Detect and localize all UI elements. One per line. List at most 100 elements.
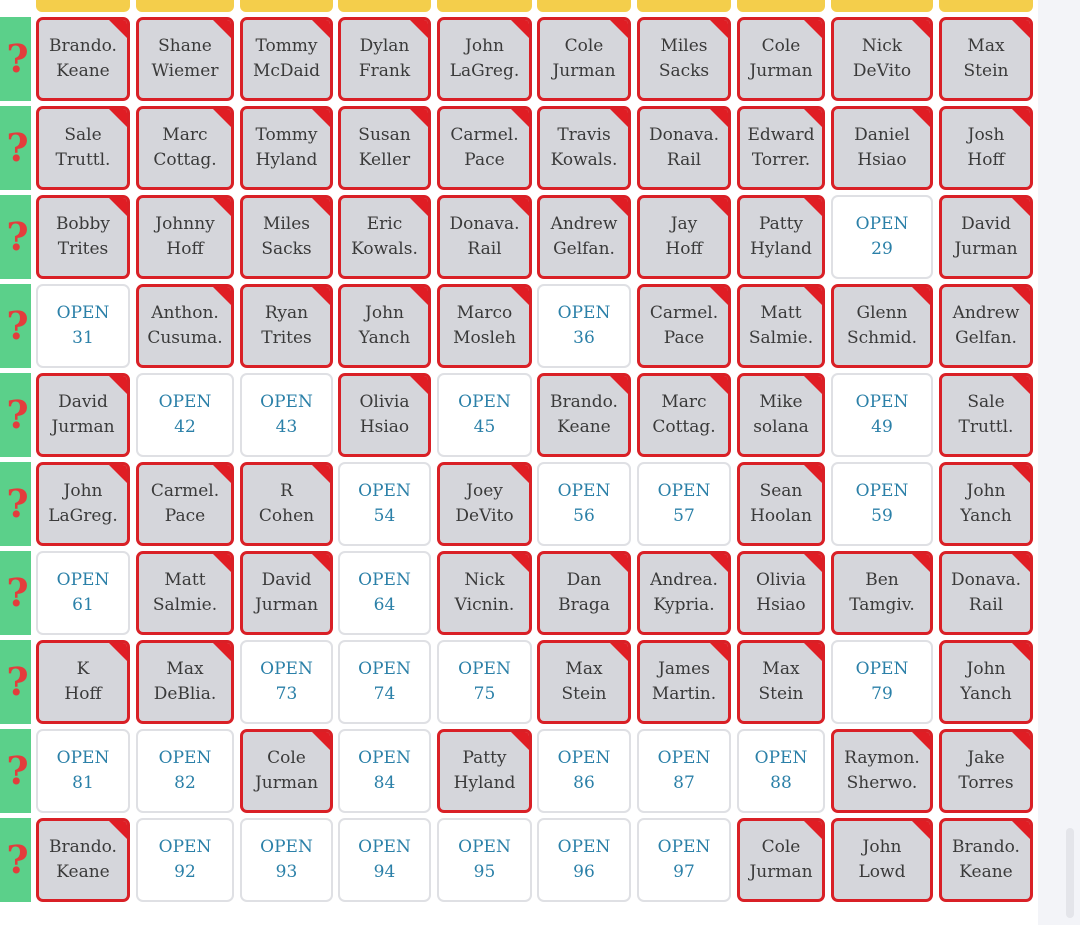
claimed-square[interactable]: Bobby Trites [36, 195, 130, 279]
claimed-square[interactable]: Carmel. Pace [637, 284, 731, 368]
open-square[interactable]: OPEN 49 [831, 373, 933, 457]
claimed-square[interactable]: Tommy Hyland [240, 106, 333, 190]
open-square[interactable]: OPEN 42 [136, 373, 234, 457]
claimed-square[interactable]: John LaGreg. [437, 17, 532, 101]
claimed-square[interactable]: Glenn Schmid. [831, 284, 933, 368]
claimed-square[interactable]: Ryan Trites [240, 284, 333, 368]
open-square[interactable]: OPEN 79 [831, 640, 933, 724]
claimed-square[interactable]: Donava. Rail [939, 551, 1033, 635]
claimed-square[interactable]: Cole Jurman [737, 17, 825, 101]
claimed-square[interactable]: John Yanch [939, 462, 1033, 546]
open-square[interactable]: OPEN 86 [537, 729, 631, 813]
open-square[interactable]: OPEN 43 [240, 373, 333, 457]
claimed-square[interactable]: Brando. Keane [939, 818, 1033, 902]
claimed-square[interactable]: Cole Jurman [537, 17, 631, 101]
claimed-square[interactable]: Shane Wiemer [136, 17, 234, 101]
claimed-square[interactable]: Matt Salmie. [737, 284, 825, 368]
claimed-square[interactable]: Brando. Keane [537, 373, 631, 457]
claimed-square[interactable]: Travis Kowals. [537, 106, 631, 190]
claimed-square[interactable]: K Hoff [36, 640, 130, 724]
claimed-square[interactable]: Cole Jurman [240, 729, 333, 813]
open-square[interactable]: OPEN 31 [36, 284, 130, 368]
open-square[interactable]: OPEN 73 [240, 640, 333, 724]
claimed-square[interactable]: Marc Cottag. [136, 106, 234, 190]
claimed-square[interactable]: Jake Torres [939, 729, 1033, 813]
claimed-square[interactable]: Nick Vicnin. [437, 551, 532, 635]
claimed-square[interactable]: Daniel Hsiao [831, 106, 933, 190]
claimed-square[interactable]: Max Stein [537, 640, 631, 724]
scrollbar-thumb[interactable] [1066, 828, 1074, 918]
claimed-square[interactable]: Olivia Hsiao [338, 373, 431, 457]
claimed-square[interactable]: Dan Braga [537, 551, 631, 635]
claimed-square[interactable]: Matt Salmie. [136, 551, 234, 635]
claimed-square[interactable]: Miles Sacks [240, 195, 333, 279]
claimed-square[interactable]: Max Stein [737, 640, 825, 724]
claimed-square[interactable]: Dylan Frank [338, 17, 431, 101]
claimed-square[interactable]: John Lowd [831, 818, 933, 902]
open-square[interactable]: OPEN 75 [437, 640, 532, 724]
claimed-square[interactable]: Susan Keller [338, 106, 431, 190]
claimed-square[interactable]: R Cohen [240, 462, 333, 546]
claimed-square[interactable]: John Yanch [338, 284, 431, 368]
claimed-square[interactable]: Nick DeVito [831, 17, 933, 101]
scrollbar-track[interactable] [1062, 0, 1080, 925]
claimed-square[interactable]: Joey DeVito [437, 462, 532, 546]
open-square[interactable]: OPEN 93 [240, 818, 333, 902]
open-square[interactable]: OPEN 29 [831, 195, 933, 279]
open-square[interactable]: OPEN 87 [637, 729, 731, 813]
claimed-square[interactable]: David Jurman [36, 373, 130, 457]
claimed-square[interactable]: Olivia Hsiao [737, 551, 825, 635]
claimed-square[interactable]: Donava. Rail [437, 195, 532, 279]
claimed-square[interactable]: Carmel. Pace [437, 106, 532, 190]
claimed-square[interactable]: Sean Hoolan [737, 462, 825, 546]
open-square[interactable]: OPEN 36 [537, 284, 631, 368]
claimed-square[interactable]: David Jurman [939, 195, 1033, 279]
open-square[interactable]: OPEN 94 [338, 818, 431, 902]
open-square[interactable]: OPEN 82 [136, 729, 234, 813]
claimed-square[interactable]: Eric Kowals. [338, 195, 431, 279]
claimed-square[interactable]: Max Stein [939, 17, 1033, 101]
open-square[interactable]: OPEN 56 [537, 462, 631, 546]
claimed-square[interactable]: Andrea. Kypria. [637, 551, 731, 635]
claimed-square[interactable]: Mike solana [737, 373, 825, 457]
claimed-square[interactable]: Carmel. Pace [136, 462, 234, 546]
claimed-square[interactable]: Marc Cottag. [637, 373, 731, 457]
claimed-square[interactable]: John Yanch [939, 640, 1033, 724]
claimed-square[interactable]: John LaGreg. [36, 462, 130, 546]
claimed-square[interactable]: David Jurman [240, 551, 333, 635]
claimed-square[interactable]: Max DeBlia. [136, 640, 234, 724]
claimed-square[interactable]: Jay Hoff [637, 195, 731, 279]
open-square[interactable]: OPEN 92 [136, 818, 234, 902]
claimed-square[interactable]: Sale Truttl. [36, 106, 130, 190]
claimed-square[interactable]: Anthon. Cusuma. [136, 284, 234, 368]
claimed-square[interactable]: Andrew Gelfan. [537, 195, 631, 279]
open-square[interactable]: OPEN 54 [338, 462, 431, 546]
claimed-square[interactable]: Johnny Hoff [136, 195, 234, 279]
open-square[interactable]: OPEN 97 [637, 818, 731, 902]
open-square[interactable]: OPEN 81 [36, 729, 130, 813]
open-square[interactable]: OPEN 59 [831, 462, 933, 546]
open-square[interactable]: OPEN 95 [437, 818, 532, 902]
claimed-square[interactable]: Miles Sacks [637, 17, 731, 101]
open-square[interactable]: OPEN 74 [338, 640, 431, 724]
claimed-square[interactable]: Raymon. Sherwo. [831, 729, 933, 813]
open-square[interactable]: OPEN 84 [338, 729, 431, 813]
claimed-square[interactable]: Cole Jurman [737, 818, 825, 902]
open-square[interactable]: OPEN 45 [437, 373, 532, 457]
claimed-square[interactable]: Brando. Keane [36, 818, 130, 902]
claimed-square[interactable]: Brando. Keane [36, 17, 130, 101]
claimed-square[interactable]: Andrew Gelfan. [939, 284, 1033, 368]
claimed-square[interactable]: Josh Hoff [939, 106, 1033, 190]
open-square[interactable]: OPEN 96 [537, 818, 631, 902]
claimed-square[interactable]: Tommy McDaid [240, 17, 333, 101]
claimed-square[interactable]: Donava. Rail [637, 106, 731, 190]
claimed-square[interactable]: Ben Tamgiv. [831, 551, 933, 635]
open-square[interactable]: OPEN 64 [338, 551, 431, 635]
open-square[interactable]: OPEN 61 [36, 551, 130, 635]
claimed-square[interactable]: Edward Torrer. [737, 106, 825, 190]
claimed-square[interactable]: James Martin. [637, 640, 731, 724]
claimed-square[interactable]: Patty Hyland [737, 195, 825, 279]
open-square[interactable]: OPEN 57 [637, 462, 731, 546]
claimed-square[interactable]: Marco Mosleh [437, 284, 532, 368]
claimed-square[interactable]: Patty Hyland [437, 729, 532, 813]
